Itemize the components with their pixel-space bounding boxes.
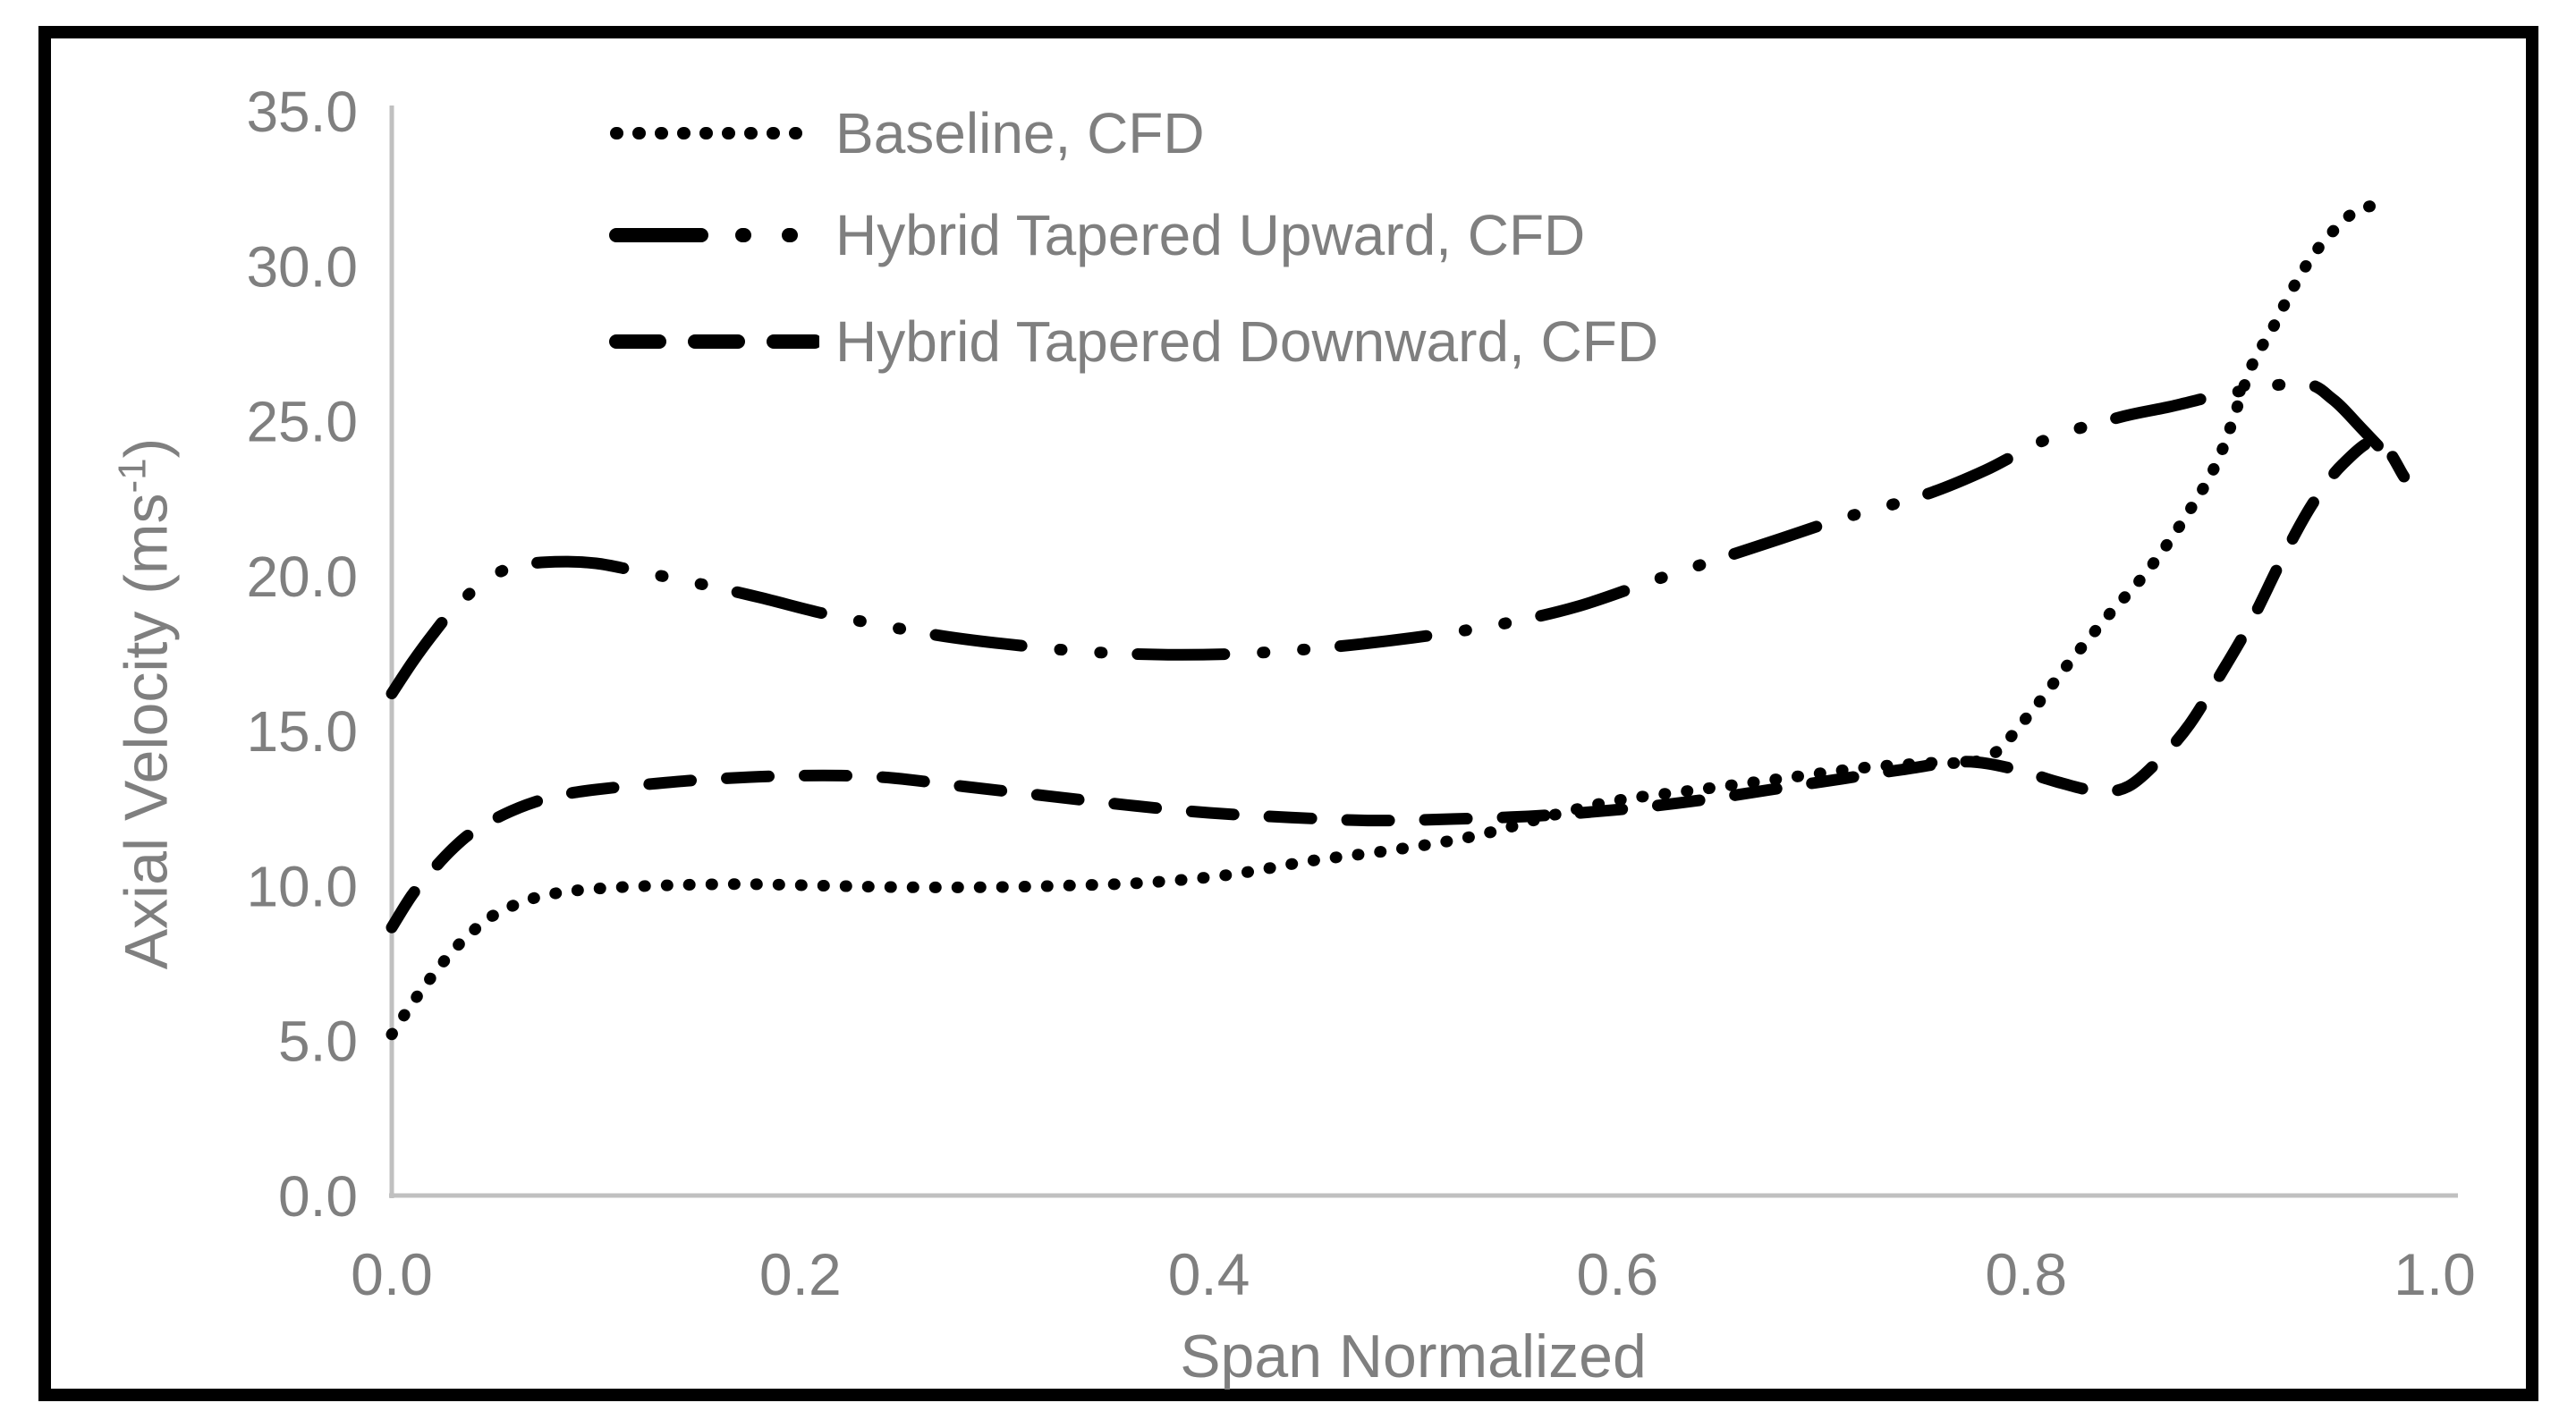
figure-frame xyxy=(38,26,2538,1401)
x-tick-label: 0.8 xyxy=(1985,1241,2067,1307)
x-tick-label: 0.4 xyxy=(1168,1241,1250,1307)
legend-item-baseline: Baseline, CFD xyxy=(609,93,1205,173)
y-tick-label: 35.0 xyxy=(246,80,358,144)
series-line-dash-dot-dot xyxy=(386,377,2411,700)
y-axis-title-text: Axial Velocity (ms xyxy=(112,493,181,970)
y-axis-title-superscript: -1 xyxy=(110,458,155,494)
y-tick-label: 25.0 xyxy=(246,390,358,454)
legend-label: Hybrid Tapered Downward, CFD xyxy=(835,309,1659,374)
series-line-dashed xyxy=(386,435,2411,934)
y-tick-label: 0.0 xyxy=(278,1164,358,1229)
dotted-line-swatch-icon xyxy=(610,127,819,139)
y-tick-label: 30.0 xyxy=(246,234,358,299)
x-tick-label: 1.0 xyxy=(2394,1241,2476,1307)
y-axis-title: Axial Velocity (ms-1) xyxy=(111,438,182,970)
legend-label: Baseline, CFD xyxy=(835,101,1205,165)
legend-item-hybrid-tapered-downward: Hybrid Tapered Downward, CFD xyxy=(609,301,1658,382)
series-line-dotted xyxy=(386,198,2396,1041)
y-tick-label: 5.0 xyxy=(278,1010,358,1074)
legend-item-hybrid-tapered-upward: Hybrid Tapered Upward, CFD xyxy=(609,195,1585,275)
dashed-line-swatch-icon xyxy=(609,334,819,349)
x-tick-label: 0.0 xyxy=(351,1241,433,1307)
x-tick-label: 0.6 xyxy=(1577,1241,1659,1307)
x-axis-title: Span Normalized xyxy=(1180,1322,1647,1390)
legend-label: Hybrid Tapered Upward, CFD xyxy=(835,203,1586,267)
y-tick-label: 10.0 xyxy=(246,854,358,918)
y-axis-title-close: ) xyxy=(112,437,181,459)
dash-dot-dot-line-swatch-icon xyxy=(609,228,819,242)
y-tick-label: 15.0 xyxy=(246,699,358,764)
x-tick-label: 0.2 xyxy=(759,1241,842,1307)
y-tick-label: 20.0 xyxy=(246,545,358,609)
